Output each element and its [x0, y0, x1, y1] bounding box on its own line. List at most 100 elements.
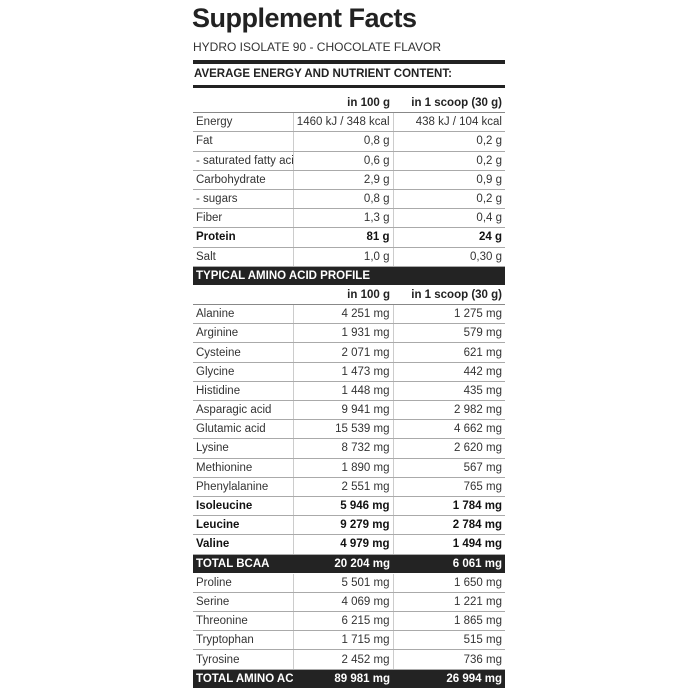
- table-row: Tyrosine 2 452 mg 736 mg: [193, 649, 505, 670]
- subtitle: HYDRO ISOLATE 90 - CHOCOLATE FLAVOR: [193, 40, 442, 54]
- label-cell: TOTAL BCAA: [193, 554, 293, 574]
- table-row: Glycine 1 473 mg 442 mg: [193, 362, 505, 382]
- value-cell: 4 251 mg: [292, 304, 393, 325]
- label-cell: Glycine: [193, 362, 293, 382]
- value-cell: 435 mg: [392, 381, 505, 402]
- label-cell: Carbohydrate: [193, 170, 293, 190]
- column-header-row: in 100 g in 1 scoop (30 g): [193, 285, 505, 306]
- label-cell: Leucine: [193, 515, 293, 536]
- label-cell: TOTAL AMINO ACID: [193, 669, 293, 689]
- rule: [193, 85, 505, 88]
- value-cell: 4 662 mg: [392, 419, 505, 440]
- table-row: Serine 4 069 mg 1 221 mg: [193, 592, 505, 613]
- value-cell: 1 931 mg: [292, 323, 393, 344]
- header-cell: [193, 285, 293, 306]
- value-cell: 1 448 mg: [292, 381, 393, 402]
- value-cell: 1 650 mg: [392, 573, 505, 593]
- label-cell: Lysine: [193, 438, 293, 459]
- label-cell: Alanine: [193, 304, 293, 325]
- value-cell: 2 551 mg: [292, 477, 393, 497]
- value-cell: 1,3 g: [292, 208, 393, 229]
- column-header: in 100 g: [293, 94, 393, 114]
- table-row: - saturated fatty acids0,6 g0,2 g: [193, 151, 505, 171]
- value-cell: 736 mg: [392, 649, 505, 670]
- value-cell: 2 452 mg: [292, 649, 393, 670]
- label-cell: Protein: [193, 227, 293, 248]
- label-cell: - saturated fatty acids: [193, 151, 293, 171]
- label-cell: Arginine: [193, 323, 293, 344]
- section-title: TYPICAL AMINO ACID PROFILE: [193, 266, 505, 286]
- value-cell: 442 mg: [392, 362, 505, 382]
- value-cell: 4 979 mg: [292, 534, 393, 555]
- value-cell: 515 mg: [392, 630, 505, 651]
- value-cell: 0,8 g: [292, 131, 393, 152]
- table-row: Energy 1460 kJ / 348 kcal 438 kJ / 104 kca…: [193, 112, 505, 133]
- value-cell: 2 784 mg: [392, 515, 505, 536]
- value-cell: 0,6 g: [292, 151, 393, 171]
- table-row: Threonine 6 215 mg 1 865 mg: [193, 611, 505, 632]
- header-cell: [193, 94, 293, 114]
- value-cell: 20 204 mg: [293, 554, 393, 574]
- label-cell: Phenylalanine: [193, 477, 293, 497]
- table-row: Asparagic acid 9 941 mg 2 982 mg: [193, 400, 505, 421]
- table-row: Protein 81 g 24 g: [193, 227, 505, 248]
- value-cell: 2 620 mg: [392, 438, 505, 459]
- table-row: Leucine 9 279 mg 2 784 mg: [193, 515, 505, 536]
- label-cell: Fiber: [193, 208, 293, 229]
- value-cell: 4 069 mg: [292, 592, 393, 613]
- value-cell: 1 865 mg: [392, 611, 505, 632]
- value-cell: 0,9 g: [392, 170, 505, 190]
- value-cell: 1460 kJ / 348 kcal: [292, 112, 393, 133]
- value-cell: 2,9 g: [292, 170, 393, 190]
- value-cell: 1 275 mg: [392, 304, 505, 325]
- value-cell: 1 473 mg: [292, 362, 393, 382]
- column-header: in 1 scoop (30 g): [393, 285, 505, 306]
- value-cell: 24 g: [392, 227, 505, 248]
- label-cell: Methionine: [193, 458, 293, 478]
- table-row: Alanine 4 251 mg 1 275 mg: [193, 304, 505, 325]
- title: Supplement Facts: [192, 3, 417, 33]
- value-cell: 9 279 mg: [292, 515, 393, 536]
- value-cell: 1 494 mg: [392, 534, 505, 555]
- value-cell: 15 539 mg: [292, 419, 393, 440]
- label-cell: Energy: [193, 112, 293, 133]
- table-row: Carbohydrate 2,9 g 0,9 g: [193, 170, 505, 190]
- value-cell: 0,2 g: [392, 131, 505, 152]
- label-cell: Asparagic acid: [193, 400, 293, 421]
- value-cell: 81 g: [292, 227, 393, 248]
- table-row: Proline 5 501 mg 1 650 mg: [193, 573, 505, 593]
- facts-table: in 100 g in 1 scoop (30 g) Energy 1460 kJ /…: [193, 94, 505, 689]
- value-cell: 567 mg: [392, 458, 505, 478]
- table-row: Fat 0,8 g 0,2 g: [193, 131, 505, 152]
- table-row: Glutamic acid 15 539 mg 4 662 mg: [193, 419, 505, 440]
- value-cell: 5 946 mg: [292, 496, 393, 517]
- value-cell: 6 215 mg: [292, 611, 393, 632]
- label-cell: Proline: [193, 573, 293, 593]
- table-row: Tryptophan 1 715 mg 515 mg: [193, 630, 505, 651]
- value-cell: 2 982 mg: [392, 400, 505, 421]
- value-cell: 621 mg: [392, 342, 505, 363]
- table-row: Isoleucine 5 946 mg 1 784 mg: [193, 496, 505, 517]
- value-cell: 579 mg: [392, 323, 505, 344]
- table-row: Arginine 1 931 mg 579 mg: [193, 323, 505, 344]
- column-header: in 100 g: [293, 285, 393, 306]
- label-cell: Serine: [193, 592, 293, 613]
- table-row: TOTAL BCAA 20 204 mg 6 061 mg: [193, 554, 505, 574]
- rule: [193, 60, 505, 64]
- column-header-row: in 100 g in 1 scoop (30 g): [193, 94, 505, 114]
- label-cell: Isoleucine: [193, 496, 293, 517]
- value-cell: 26 994 mg: [393, 669, 505, 689]
- value-cell: 0,4 g: [392, 208, 505, 229]
- label-cell: Salt: [193, 247, 293, 267]
- value-cell: 9 941 mg: [292, 400, 393, 421]
- value-cell: 0,2 g: [392, 189, 505, 210]
- value-cell: 1 715 mg: [292, 630, 393, 651]
- label-cell: Valine: [193, 534, 293, 555]
- section-title: AVERAGE ENERGY AND NUTRIENT CONTENT:: [194, 68, 452, 80]
- table-row: Methionine 1 890 mg 567 mg: [193, 458, 505, 478]
- label-cell: Tyrosine: [193, 649, 293, 670]
- value-cell: 765 mg: [392, 477, 505, 497]
- table-row: Salt 1,0 g 0,30 g: [193, 247, 505, 267]
- label-cell: - sugars: [193, 189, 293, 210]
